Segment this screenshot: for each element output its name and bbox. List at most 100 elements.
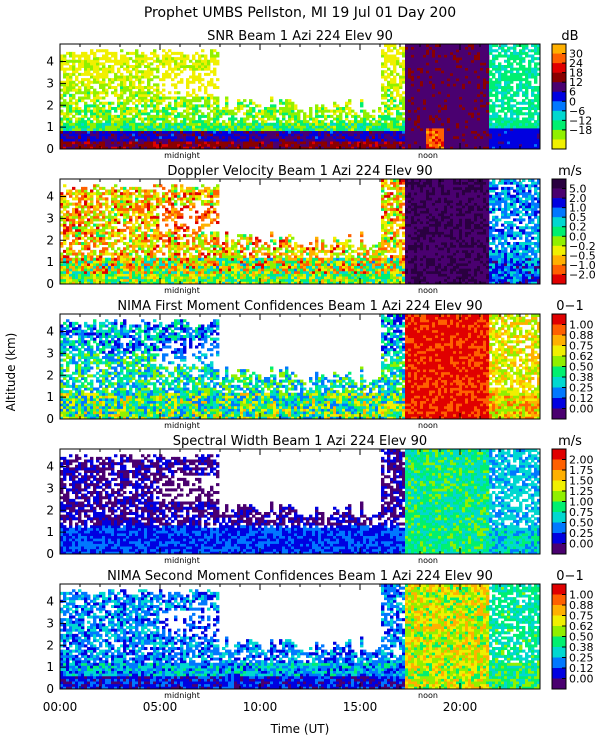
heatmap-cell <box>129 96 133 100</box>
panel-title: Doppler Velocity Beam 1 Azi 224 Elev 90 <box>167 164 432 179</box>
heatmap-cell <box>366 117 370 121</box>
heatmap-cell <box>450 72 454 76</box>
heatmap-cell <box>150 72 154 76</box>
heatmap-cell <box>495 83 499 87</box>
heatmap-cell <box>318 141 322 145</box>
heatmap-cell <box>492 65 496 69</box>
heatmap-cell <box>114 239 118 243</box>
heatmap-cell <box>477 67 481 71</box>
heatmap-cell <box>210 117 214 121</box>
heatmap-cell <box>393 146 397 150</box>
heatmap-cell <box>78 226 82 230</box>
heatmap-cell <box>333 135 337 139</box>
heatmap-cell <box>369 133 373 137</box>
heatmap-cell <box>468 114 472 118</box>
heatmap-cell <box>168 62 172 66</box>
heatmap-cell <box>102 65 106 69</box>
heatmap-cell <box>195 109 199 113</box>
heatmap-cell <box>162 57 166 61</box>
heatmap-cell <box>285 122 289 126</box>
heatmap-cell <box>240 135 244 139</box>
heatmap-cell <box>189 75 193 79</box>
heatmap-cell <box>537 133 541 137</box>
heatmap-cell <box>153 75 157 79</box>
heatmap-cell <box>501 86 505 90</box>
heatmap-cell <box>471 133 475 137</box>
heatmap-cell <box>129 215 133 219</box>
heatmap-cell <box>483 91 487 95</box>
heatmap-cell <box>90 75 94 79</box>
heatmap-cell <box>129 273 133 277</box>
heatmap-cell <box>150 51 154 55</box>
heatmap-cell <box>453 104 457 108</box>
heatmap-cell <box>162 59 166 63</box>
heatmap-cell <box>513 78 517 82</box>
heatmap-cell <box>429 80 433 84</box>
heatmap-cell <box>246 104 250 108</box>
heatmap-cell <box>216 125 220 129</box>
heatmap-cell <box>84 138 88 142</box>
heatmap-cell <box>441 51 445 55</box>
heatmap-cell <box>369 146 373 150</box>
heatmap-cell <box>492 83 496 87</box>
heatmap-cell <box>75 112 79 116</box>
heatmap-cell <box>384 62 388 66</box>
heatmap-cell <box>297 135 301 139</box>
heatmap-cell <box>450 83 454 87</box>
heatmap-cell <box>90 51 94 55</box>
heatmap-cell <box>138 112 142 116</box>
heatmap-cell <box>72 146 76 150</box>
heatmap-cell <box>60 109 64 113</box>
heatmap-cell <box>492 112 496 116</box>
heatmap-cell <box>309 138 313 142</box>
heatmap-cell <box>96 223 100 227</box>
heatmap-cell <box>405 86 409 90</box>
heatmap-cell <box>72 202 76 206</box>
heatmap-cell <box>462 107 466 111</box>
heatmap-cell <box>402 143 406 147</box>
heatmap-cell <box>390 135 394 139</box>
heatmap-cell <box>108 57 112 61</box>
heatmap-cell <box>444 135 448 139</box>
heatmap-cell <box>456 93 460 97</box>
heatmap-cell <box>477 70 481 74</box>
heatmap-cell <box>69 146 73 150</box>
heatmap-cell <box>294 128 298 132</box>
heatmap-cell <box>462 91 466 95</box>
heatmap-cell <box>360 130 364 134</box>
heatmap-cell <box>345 135 349 139</box>
heatmap-cell <box>399 83 403 87</box>
heatmap-cell <box>90 202 94 206</box>
heatmap-cell <box>231 135 235 139</box>
heatmap-cell <box>147 91 151 95</box>
heatmap-cell <box>114 249 118 253</box>
heatmap-cell <box>516 75 520 79</box>
heatmap-cell <box>249 133 253 137</box>
heatmap-cell <box>111 67 115 71</box>
heatmap-cell <box>432 93 436 97</box>
heatmap-cell <box>150 120 154 124</box>
heatmap-cell <box>72 213 76 217</box>
heatmap-cell <box>135 54 139 58</box>
heatmap-cell <box>381 86 385 90</box>
heatmap-cell <box>393 65 397 69</box>
heatmap-cell <box>438 120 442 124</box>
heatmap-cell <box>432 117 436 121</box>
heatmap-cell <box>474 130 478 134</box>
heatmap-cell <box>249 128 253 132</box>
heatmap-cell <box>426 138 430 142</box>
heatmap-cell <box>429 65 433 69</box>
heatmap-cell <box>534 146 538 150</box>
heatmap-cell <box>471 51 475 55</box>
heatmap-cell <box>147 146 151 150</box>
heatmap-cell <box>474 67 478 71</box>
heatmap-cell <box>78 133 82 137</box>
heatmap-cell <box>381 135 385 139</box>
heatmap-cell <box>366 114 370 118</box>
heatmap-cell <box>378 141 382 145</box>
heatmap-cell <box>393 59 397 63</box>
heatmap-cell <box>84 128 88 132</box>
heatmap-cell <box>516 125 520 129</box>
heatmap-cell <box>126 215 130 219</box>
heatmap-cell <box>60 223 64 227</box>
